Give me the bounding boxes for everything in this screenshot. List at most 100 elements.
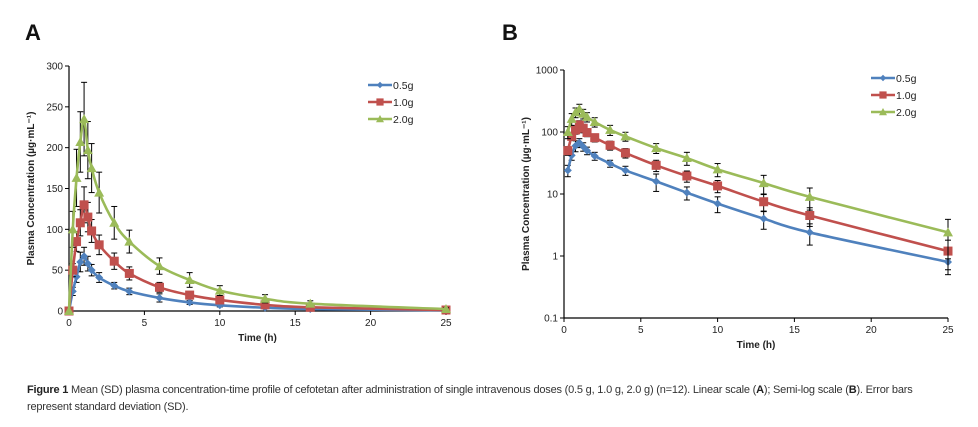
triangle-marker <box>94 187 105 197</box>
legend-label: 2.0g <box>393 114 414 126</box>
x-tick-label: 20 <box>365 318 377 329</box>
square-marker <box>605 140 615 150</box>
triangle-marker <box>75 136 86 146</box>
square-marker <box>260 300 270 310</box>
triangle-marker <box>214 285 225 295</box>
legend-label: 0.5g <box>393 80 414 92</box>
diamond-marker <box>805 228 814 237</box>
triangle-marker <box>681 153 692 163</box>
square-marker <box>759 197 769 207</box>
x-tick-label: 15 <box>789 325 801 336</box>
triangle-marker <box>758 178 769 188</box>
triangle-marker <box>64 306 74 315</box>
legend-label: 1.0g <box>896 90 917 102</box>
diamond-marker <box>682 188 691 197</box>
y-tick-label: 50 <box>52 266 64 277</box>
square-marker <box>682 171 692 181</box>
triangle-marker <box>154 261 165 271</box>
square-marker <box>87 226 97 236</box>
triangle-marker <box>620 131 631 141</box>
diamond-marker <box>590 152 599 161</box>
x-tick-label: 5 <box>638 325 644 336</box>
panel-letter-a: A <box>25 20 41 45</box>
triangle-marker <box>67 224 78 234</box>
square-marker <box>124 268 134 278</box>
triangle-marker <box>305 298 316 308</box>
diamond-marker <box>110 281 119 290</box>
triangle-marker <box>589 116 600 126</box>
caption-label: Figure 1 <box>27 384 69 396</box>
triangle-marker <box>562 127 573 136</box>
y-tick-label: 0.1 <box>544 314 558 325</box>
caption-text-3: ). Error bars represent standard deviati… <box>27 384 913 413</box>
triangle-marker <box>86 163 97 173</box>
triangle-marker <box>651 143 662 153</box>
diamond-marker <box>72 272 81 281</box>
legend-label: 2.0g <box>896 107 917 119</box>
square-marker <box>713 181 723 191</box>
square-marker <box>75 218 85 228</box>
legend-label: 1.0g <box>393 97 414 109</box>
y-tick-label: 250 <box>46 102 63 113</box>
diamond-marker <box>155 293 164 302</box>
y-tick-label: 300 <box>46 62 63 73</box>
series-line <box>566 141 949 264</box>
square-marker <box>376 98 384 106</box>
diamond-marker <box>563 166 572 175</box>
x-tick-label: 0 <box>66 318 72 329</box>
series-2.0g <box>562 103 953 260</box>
x-tick-label: 10 <box>214 318 226 329</box>
x-axis-label: Time (h) <box>737 340 776 351</box>
square-marker <box>72 237 82 247</box>
diamond-marker <box>87 266 96 275</box>
triangle-marker <box>109 217 120 227</box>
series-0.5g <box>563 138 952 276</box>
square-marker <box>620 148 630 158</box>
square-marker <box>83 212 93 222</box>
y-tick-label: 1000 <box>536 66 559 77</box>
triangle-marker <box>574 103 585 113</box>
x-axis-label: Time (h) <box>238 333 277 344</box>
x-tick-label: 20 <box>866 325 878 336</box>
series-line <box>566 123 949 253</box>
triangle-marker <box>605 124 616 134</box>
y-tick-label: 100 <box>541 128 558 139</box>
triangle-marker <box>82 145 93 155</box>
triangle-marker <box>943 227 953 237</box>
square-marker <box>215 295 225 305</box>
square-marker <box>805 211 815 221</box>
panel-b: B 0.1 1 10 100 1000 0 5 10 15 20 25 Time (h) Plasma … <box>502 20 954 351</box>
triangle-marker <box>712 164 723 174</box>
y-tick-label: 10 <box>547 190 559 201</box>
diamond-marker <box>759 214 768 223</box>
triangle-marker <box>566 113 577 123</box>
series-1.0g <box>64 186 451 316</box>
square-marker <box>563 146 573 156</box>
x-tick-label: 15 <box>290 318 302 329</box>
caption-ref-b: B <box>848 384 857 396</box>
y-tick-label: 200 <box>46 143 63 154</box>
triangle-marker <box>79 114 90 124</box>
y-axis-label: Plasma Concentration (µg·mL⁻¹) <box>26 112 37 266</box>
square-marker <box>582 128 592 138</box>
x-tick-label: 10 <box>712 325 724 336</box>
x-tick-label: 5 <box>142 318 148 329</box>
panel-letter-b: B <box>502 20 518 45</box>
x-tick-label: 25 <box>440 318 452 329</box>
series-line <box>67 254 447 312</box>
series-line <box>67 203 447 312</box>
square-marker <box>154 282 164 292</box>
diamond-marker <box>606 159 615 168</box>
square-marker <box>879 91 887 99</box>
triangle-marker <box>184 274 195 284</box>
y-tick-label: 0 <box>57 307 63 318</box>
caption-ref-a: A <box>756 384 764 396</box>
y-tick-label: 100 <box>46 225 63 236</box>
triangle-marker <box>804 191 815 201</box>
diamond-marker <box>76 258 85 266</box>
diamond-marker <box>185 298 194 307</box>
series-line <box>67 117 447 312</box>
triangle-marker <box>71 172 82 182</box>
triangle-marker <box>879 108 887 116</box>
